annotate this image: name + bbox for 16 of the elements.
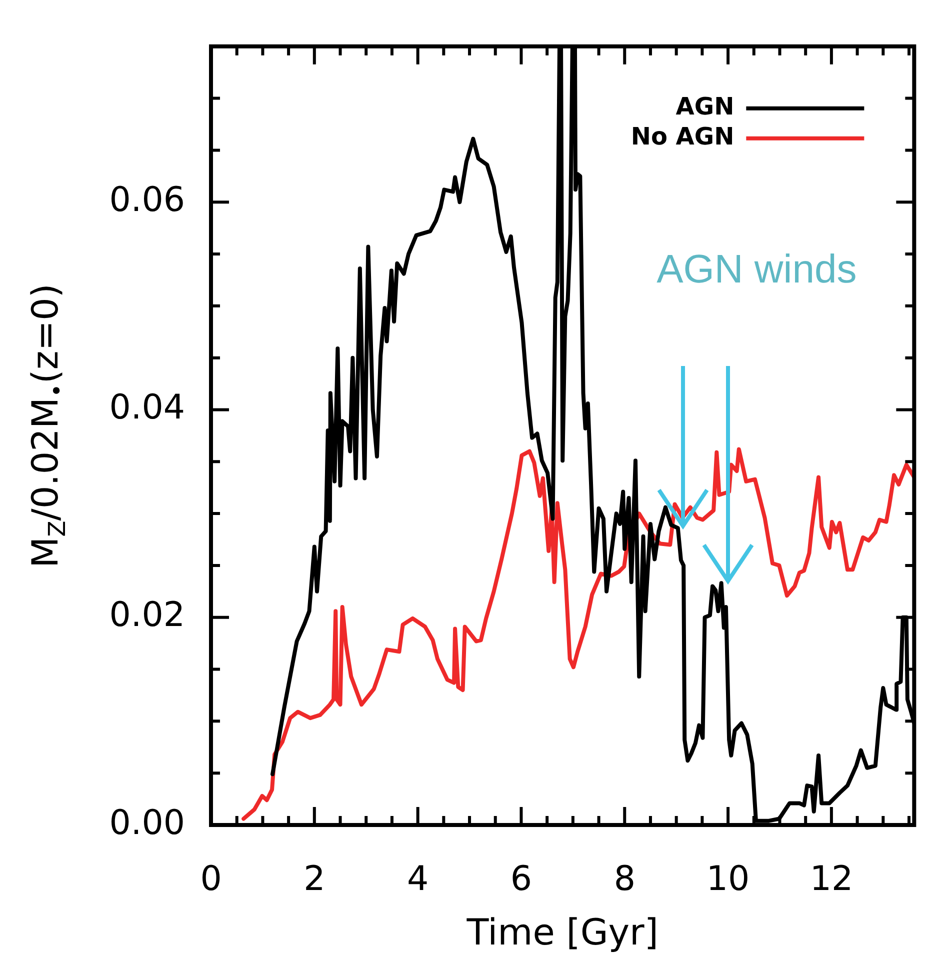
y-axis-title: MZ/0.02M•(z=0) xyxy=(25,284,71,568)
x-tick-label: 6 xyxy=(510,859,532,900)
y-tick-label: 0.04 xyxy=(109,388,185,428)
annotation: AGN winds xyxy=(656,247,857,292)
x-tick-label: 4 xyxy=(406,859,429,900)
x-tick-label: 2 xyxy=(304,859,326,900)
x-axis-title: Time [Gyr] xyxy=(466,912,658,954)
legend-label: AGN xyxy=(676,92,734,121)
x-tick-label: 0 xyxy=(200,859,222,900)
x-tick-label: 12 xyxy=(810,859,854,900)
legend-label: No AGN xyxy=(630,122,734,151)
y-tick-label: 0.02 xyxy=(109,595,185,636)
x-tick-label: 8 xyxy=(614,859,636,900)
y-tick-label: 0.00 xyxy=(109,802,185,843)
x-tick-label: 10 xyxy=(706,859,750,900)
y-tick-label: 0.06 xyxy=(109,180,185,220)
